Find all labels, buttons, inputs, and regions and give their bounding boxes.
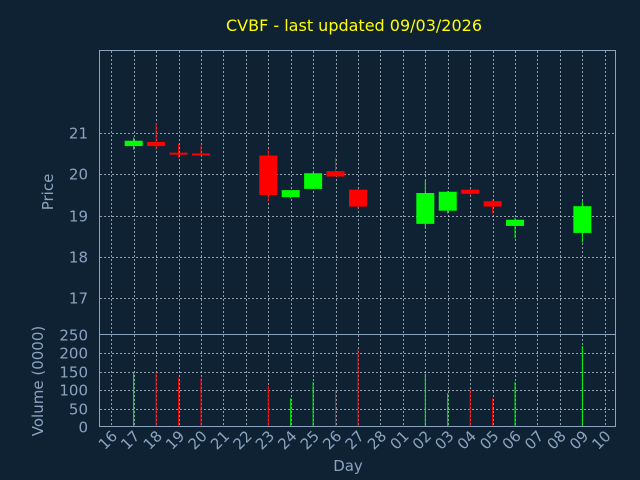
candle-06 — [506, 217, 525, 239]
chart-title: CVBF - last updated 09/03/2026 — [226, 16, 482, 35]
price-tick-label: 19 — [69, 208, 88, 226]
candle-02 — [416, 180, 435, 228]
candle-27 — [349, 188, 367, 210]
price-axis-label: Price — [39, 174, 57, 211]
candle-24 — [281, 190, 300, 199]
volume-tick-label: 150 — [59, 364, 88, 382]
candle-body — [191, 153, 210, 156]
price-panel: 17 18 19 20 21 Price — [39, 50, 616, 335]
candle-05 — [483, 199, 502, 214]
candle-body — [506, 219, 525, 226]
volume-tick-label: 0 — [78, 419, 88, 437]
volume-panel-frame — [99, 334, 616, 427]
price-tick-label: 17 — [69, 290, 88, 308]
price-tick-label: 20 — [69, 166, 88, 184]
volume-tick-label: 50 — [69, 401, 88, 419]
x-axis-ticks: 1617181920212223242526272801020304050607… — [95, 427, 615, 453]
candle-09 — [573, 201, 592, 243]
x-tick-label: 10 — [588, 427, 614, 453]
candle-body — [483, 201, 502, 207]
candle-body — [147, 141, 166, 147]
candle-body — [169, 152, 188, 155]
candle-body — [416, 193, 435, 224]
candle-body — [304, 173, 323, 189]
candle-body — [349, 189, 367, 207]
candle-body — [259, 155, 278, 196]
x-axis-label: Day — [333, 457, 363, 475]
candle-25 — [304, 172, 323, 189]
candle-26 — [326, 158, 345, 177]
candle-18 — [147, 123, 166, 150]
candle-body — [573, 206, 592, 233]
volume-tick-label: 250 — [59, 327, 88, 345]
candle-body — [281, 190, 300, 198]
candle-04 — [461, 188, 480, 196]
candle-19 — [169, 143, 188, 159]
price-tick-label: 21 — [69, 125, 88, 143]
candle-03 — [438, 190, 457, 214]
candle-body — [461, 189, 480, 194]
candle-20 — [191, 145, 210, 156]
volume-tick-label: 100 — [59, 382, 88, 400]
candle-body — [438, 191, 457, 211]
candle-17 — [124, 137, 143, 150]
candle-body — [326, 171, 345, 177]
volume-tick-label: 200 — [59, 345, 88, 363]
volume-axis-label: Volume (0000) — [29, 326, 47, 436]
price-tick-label: 18 — [69, 249, 88, 267]
candle-23 — [259, 149, 278, 202]
candle-body — [124, 140, 143, 147]
